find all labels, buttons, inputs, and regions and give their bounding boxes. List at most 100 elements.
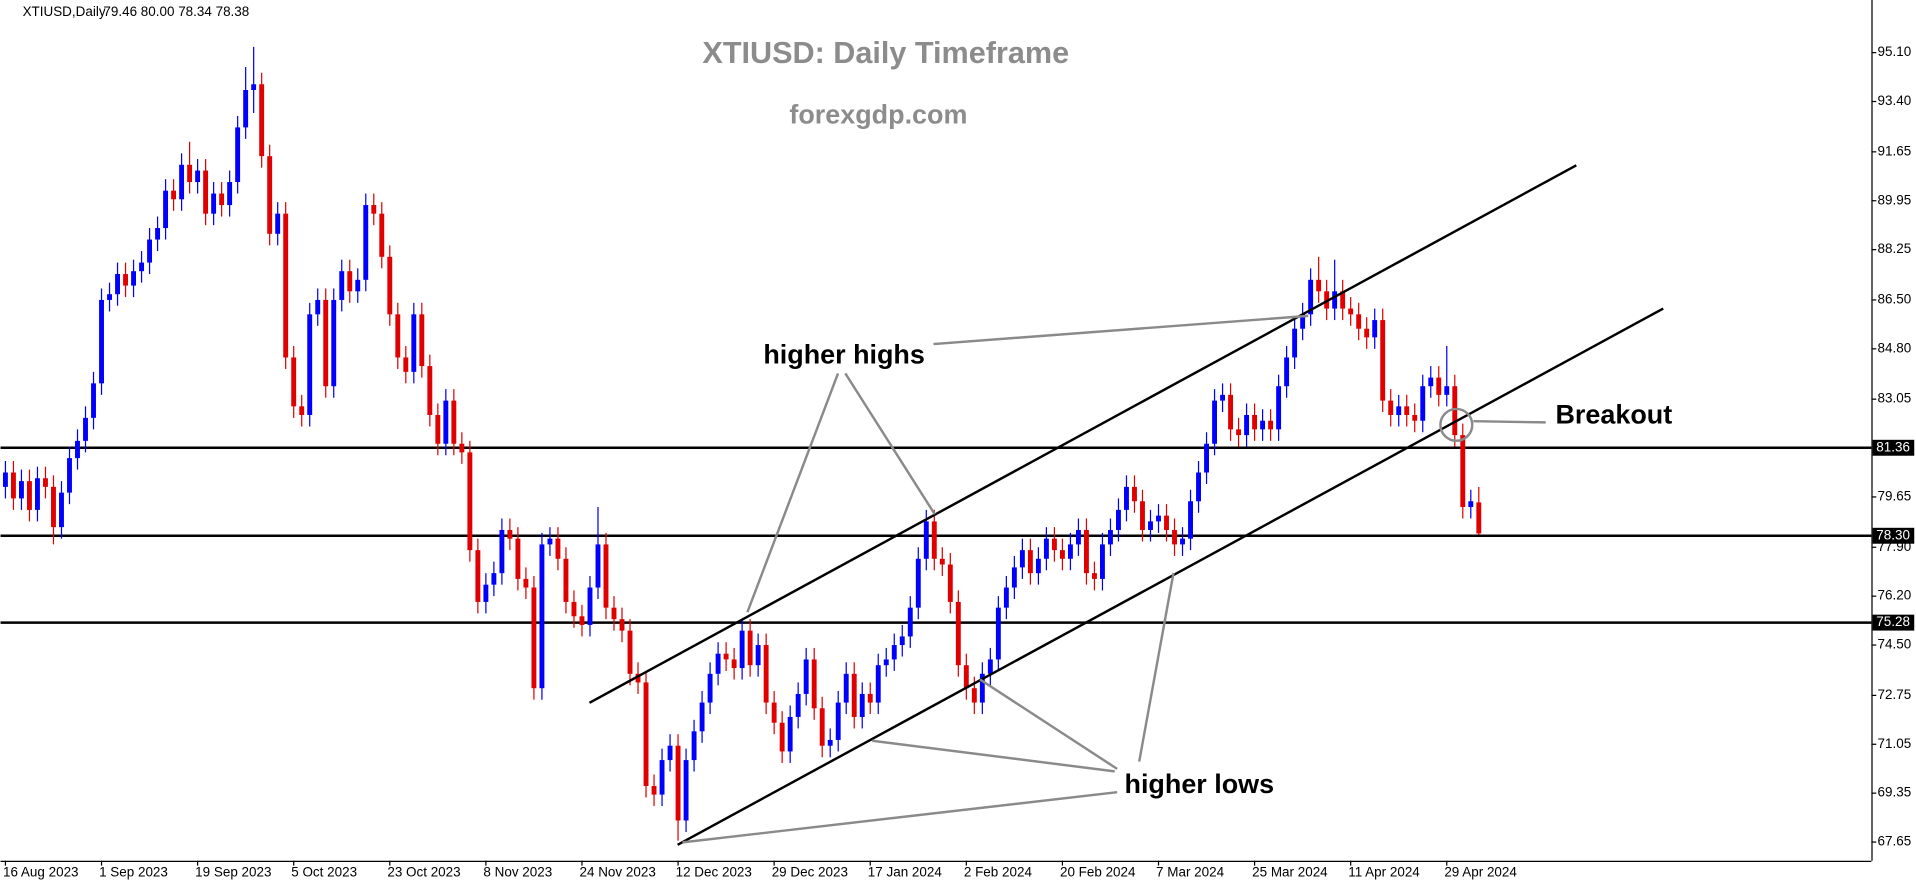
candle-body: [267, 156, 273, 234]
candle-body: [1300, 314, 1306, 329]
candle-body: [83, 417, 88, 441]
candles: [2, 46, 1482, 841]
pointer: [1473, 419, 1546, 424]
level-label: 75.28: [1876, 614, 1910, 629]
candle-body: [947, 564, 953, 602]
candle-body: [955, 601, 961, 666]
x-tick-label: 7 Mar 2024: [1156, 865, 1225, 880]
candle-body: [131, 271, 137, 286]
candle-body: [1276, 386, 1282, 430]
x-tick-label: 29 Apr 2024: [1444, 865, 1517, 880]
candle-body: [331, 299, 337, 387]
candle-body: [515, 538, 521, 579]
candle-body: [579, 616, 585, 625]
candle-body: [1148, 521, 1153, 531]
candle-body: [19, 481, 24, 499]
candle-body: [899, 636, 905, 646]
candle-body: [683, 760, 689, 821]
candle-body: [235, 127, 241, 183]
pointer: [746, 373, 840, 613]
breakout-circle: [1439, 407, 1474, 442]
candle-body: [427, 366, 433, 415]
candle-body: [91, 383, 96, 418]
y-tick-label: 88.25: [1878, 241, 1912, 256]
candle-body: [291, 357, 297, 407]
candle-body: [1204, 443, 1209, 473]
candle-body: [803, 659, 809, 694]
candle-body: [1428, 377, 1434, 387]
pointer: [682, 790, 1118, 844]
y-tick-label: 83.05: [1878, 391, 1912, 406]
candle-body: [771, 702, 777, 723]
candle-body: [907, 607, 913, 637]
candle-body: [675, 745, 681, 821]
candle-body: [379, 213, 385, 257]
candle-body: [347, 271, 353, 292]
candle-body: [411, 314, 417, 372]
candle-body: [1035, 558, 1041, 574]
candle-body: [363, 205, 369, 280]
candle-body: [547, 538, 553, 545]
candle-body: [1404, 406, 1410, 415]
candle-body: [1244, 414, 1250, 436]
candle-body: [787, 716, 793, 752]
candle-body: [1412, 414, 1418, 421]
candle-body: [459, 443, 465, 453]
candle-body: [755, 645, 761, 666]
candle-body: [963, 665, 969, 689]
candle-body: [587, 587, 593, 625]
y-tick-label: 74.50: [1878, 637, 1912, 652]
candle-body: [555, 538, 561, 559]
candle-body: [763, 645, 769, 703]
candle-body: [859, 693, 865, 717]
candle-body: [467, 452, 473, 551]
candle-body: [1164, 515, 1169, 531]
x-tick-label: 20 Feb 2024: [1060, 865, 1136, 880]
y-tick-label: 89.95: [1878, 192, 1912, 207]
x-tick-label: 29 Dec 2023: [772, 865, 848, 880]
pointer: [979, 678, 1118, 770]
candle-body: [851, 673, 857, 717]
candle-body: [1364, 328, 1370, 338]
y-tick-label: 71.05: [1878, 736, 1912, 751]
candle-body: [699, 702, 705, 732]
candle-body: [443, 400, 449, 444]
candle-body: [219, 193, 225, 206]
candle-body: [371, 205, 377, 214]
pointer: [1138, 572, 1175, 762]
candle-body: [307, 314, 313, 415]
header-values: 79.46 80.00 78.34 78.38: [103, 4, 249, 19]
candle-body: [883, 659, 889, 666]
candle-body: [475, 550, 481, 602]
candle-body: [1444, 386, 1450, 395]
x-tick-label: 25 Mar 2024: [1252, 865, 1328, 880]
candle-body: [891, 645, 897, 660]
candle-body: [979, 673, 985, 703]
candle-body: [259, 84, 265, 157]
candle-body: [1043, 538, 1049, 559]
channel-upper: [588, 164, 1577, 704]
x-tick-label: 8 Nov 2023: [483, 865, 552, 880]
candle-body: [531, 587, 537, 689]
chart-subtitle: forexgdp.com: [789, 99, 967, 129]
candle-body: [723, 653, 729, 660]
candle-body: [10, 472, 16, 499]
candle-body: [339, 271, 345, 300]
annotation: higher highs: [763, 339, 925, 369]
pointers: [682, 314, 1546, 844]
y-tick-label: 95.10: [1878, 44, 1912, 59]
candle-body: [139, 262, 145, 272]
candle-body: [915, 558, 921, 608]
candle-body: [123, 274, 128, 286]
header-symbol: XTIUSD,Daily: [23, 4, 106, 19]
candle-body: [275, 213, 281, 234]
candle-body: [1476, 502, 1482, 534]
candle-body: [1452, 386, 1458, 436]
candle-body: [419, 314, 425, 367]
candle-body: [731, 659, 737, 669]
candle-body: [643, 682, 649, 786]
candle-body: [651, 785, 657, 795]
candle-body: [1003, 587, 1009, 608]
candle-body: [59, 492, 64, 528]
